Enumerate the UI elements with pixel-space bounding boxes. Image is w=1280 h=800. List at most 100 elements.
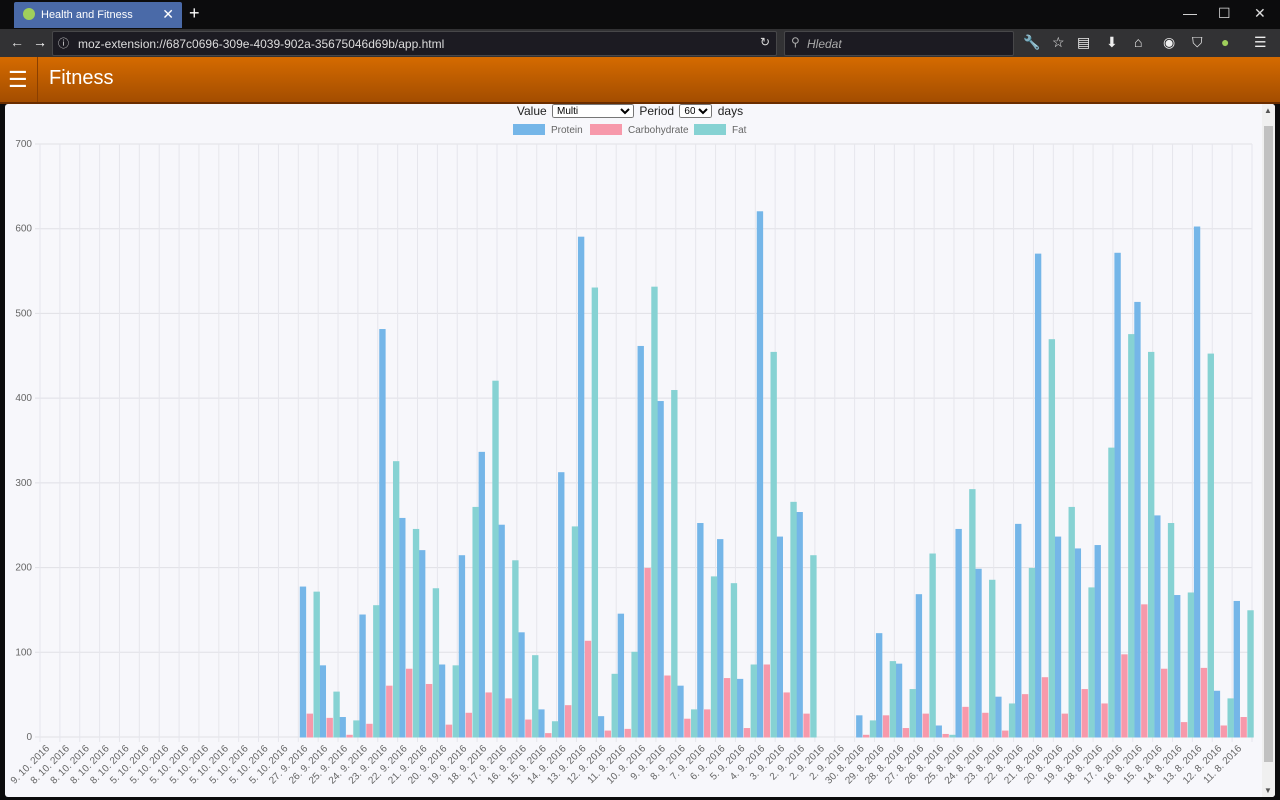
bar-protein <box>498 524 505 738</box>
bar-protein <box>955 528 962 738</box>
period-select[interactable]: 60 <box>679 104 713 118</box>
bar-protein <box>915 594 923 738</box>
search-icon: ⚲ <box>791 35 800 49</box>
value-select[interactable]: Multi <box>552 104 635 118</box>
new-tab-icon[interactable]: + <box>189 3 200 23</box>
reload-icon[interactable]: ↻ <box>759 35 770 49</box>
pocket-icon[interactable]: ⛉ <box>1192 34 1203 50</box>
bar-fat <box>373 605 380 738</box>
bar-protein <box>736 678 744 738</box>
bar-carbohydrate <box>584 640 592 738</box>
bar-fat <box>691 709 698 738</box>
bookmark-star-icon[interactable]: ☆ <box>1052 34 1065 50</box>
tab-title: Health and Fitness <box>41 9 133 21</box>
site-info-icon[interactable]: ⓘ <box>58 38 69 50</box>
bar-carbohydrate <box>723 678 731 738</box>
scroll-down-icon[interactable]: ▼ <box>1264 786 1272 795</box>
bar-fat <box>472 506 479 738</box>
hamburger-menu-icon[interactable]: ☰ <box>8 67 28 92</box>
bar-carbohydrate <box>326 717 333 738</box>
bar-carbohydrate <box>783 692 790 738</box>
fitness-extension-icon[interactable]: ● <box>1221 34 1230 50</box>
bar-carbohydrate <box>1141 604 1148 738</box>
bar-protein <box>1193 226 1201 738</box>
bar-carbohydrate <box>882 715 890 738</box>
close-tab-icon[interactable]: ✕ <box>162 6 174 22</box>
scroll-up-icon[interactable]: ▲ <box>1264 106 1272 115</box>
bar-carbohydrate <box>982 712 989 738</box>
bar-carbohydrate <box>1081 689 1088 738</box>
browser-tab[interactable]: Health and Fitness ✕ <box>14 2 182 28</box>
download-icon[interactable]: ⬇ <box>1106 34 1118 50</box>
bar-fat <box>651 286 658 738</box>
app-bar: ☰ Fitness <box>0 57 1280 104</box>
value-label: Value <box>516 104 547 118</box>
bar-fat <box>1108 447 1115 738</box>
bar-protein <box>558 472 565 738</box>
bar-carbohydrate <box>922 713 929 738</box>
legend-swatch-fat <box>694 124 726 135</box>
forward-icon[interactable]: → <box>33 34 47 50</box>
days-label: days <box>717 104 744 118</box>
wrench-icon[interactable]: 🔧 <box>1023 34 1041 50</box>
bar-protein <box>796 512 803 738</box>
bar-carbohydrate <box>1041 677 1049 738</box>
bar-protein <box>1154 515 1161 738</box>
y-tick-label: 500 <box>15 308 32 319</box>
search-placeholder: Hledat <box>807 37 842 51</box>
close-window-icon[interactable]: ✕ <box>1254 5 1266 21</box>
bar-protein <box>756 211 764 738</box>
bar-protein <box>657 401 664 738</box>
bar-fat <box>710 576 718 738</box>
extension-icon[interactable]: ◉ <box>1163 34 1176 50</box>
clipboard-icon[interactable]: ▤ <box>1077 34 1091 50</box>
bar-protein <box>1034 253 1042 738</box>
bar-fat <box>909 689 916 738</box>
bar-fat <box>591 287 599 738</box>
scrollbar-thumb[interactable] <box>1264 126 1273 762</box>
bar-protein <box>1233 600 1240 738</box>
bar-protein <box>1213 690 1221 738</box>
bar-carbohydrate <box>425 683 433 738</box>
bar-fat <box>1187 592 1195 738</box>
bar-carbohydrate <box>743 728 751 738</box>
bar-protein <box>518 632 525 738</box>
bar-carbohydrate <box>465 712 472 738</box>
url-text: moz-extension://687c0696-309e-4039-902a-… <box>78 37 445 51</box>
app-title: Fitness <box>49 67 114 89</box>
bar-protein <box>697 523 704 738</box>
bar-protein <box>935 725 942 738</box>
bar-carbohydrate <box>1061 713 1069 738</box>
bar-fat <box>1207 353 1214 738</box>
bar-fat <box>929 553 936 738</box>
app-favicon-icon <box>23 8 35 20</box>
legend-swatch-protein <box>513 124 545 135</box>
bar-carbohydrate <box>1180 722 1188 738</box>
bar-fat <box>1048 339 1056 738</box>
bar-fat <box>571 526 579 738</box>
y-tick-label: 200 <box>15 563 32 574</box>
home-icon[interactable]: ⌂ <box>1134 34 1143 50</box>
bar-carbohydrate <box>485 692 492 738</box>
bar-carbohydrate <box>1121 654 1128 738</box>
bar-protein <box>299 586 307 738</box>
bar-protein <box>717 539 724 738</box>
maximize-icon[interactable]: ☐ <box>1218 5 1231 21</box>
menu-icon[interactable]: ☰ <box>1254 34 1267 50</box>
bar-fat <box>730 583 738 738</box>
scrollbar[interactable]: ▲ ▼ <box>1262 104 1275 797</box>
bar-fat <box>1008 703 1016 738</box>
back-icon[interactable]: ← <box>10 34 24 50</box>
minimize-icon[interactable]: — <box>1183 5 1197 21</box>
search-input[interactable]: ⚲ Hledat <box>784 31 1014 56</box>
bar-fat <box>353 720 360 738</box>
url-bar[interactable]: ⓘ moz-extension://687c0696-309e-4039-902… <box>52 31 777 56</box>
bar-fat <box>671 390 678 738</box>
bar-protein <box>478 451 485 738</box>
bar-carbohydrate <box>366 723 373 738</box>
bar-fat <box>333 691 340 738</box>
bar-protein <box>438 664 446 738</box>
bar-fat <box>790 501 797 738</box>
bar-fat <box>889 661 897 738</box>
